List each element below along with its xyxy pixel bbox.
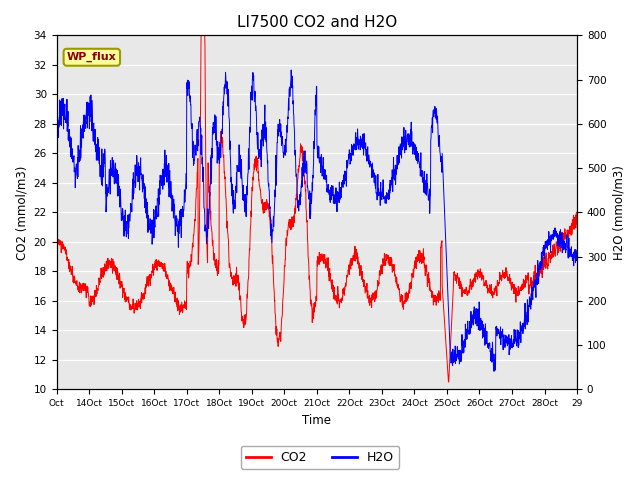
CO2: [306, 285, 314, 291]
CO2: [559, 240, 566, 246]
H2O: [573, 256, 581, 262]
H2O: [287, 67, 295, 73]
H2O: [79, 135, 87, 141]
Y-axis label: H2O (mmol/m3): H2O (mmol/m3): [612, 165, 625, 260]
CO2: [573, 221, 581, 227]
H2O: [292, 174, 300, 180]
Line: CO2: CO2: [56, 36, 577, 382]
H2O: [559, 250, 566, 255]
Legend: CO2, H2O: CO2, H2O: [241, 446, 399, 469]
H2O: [559, 237, 566, 243]
H2O: [490, 369, 498, 374]
CO2: [79, 284, 87, 290]
CO2: [559, 243, 566, 249]
CO2: [52, 243, 60, 249]
Text: WP_flux: WP_flux: [67, 52, 116, 62]
H2O: [306, 216, 314, 221]
CO2: [463, 292, 471, 298]
Title: LI7500 CO2 and H2O: LI7500 CO2 and H2O: [237, 15, 397, 30]
CO2: [445, 379, 452, 385]
Line: H2O: H2O: [56, 70, 577, 372]
Y-axis label: CO2 (mmol/m3): CO2 (mmol/m3): [15, 165, 28, 260]
X-axis label: Time: Time: [302, 414, 332, 427]
H2O: [463, 326, 470, 332]
CO2: [292, 197, 300, 203]
H2O: [52, 124, 60, 130]
CO2: [197, 33, 205, 38]
